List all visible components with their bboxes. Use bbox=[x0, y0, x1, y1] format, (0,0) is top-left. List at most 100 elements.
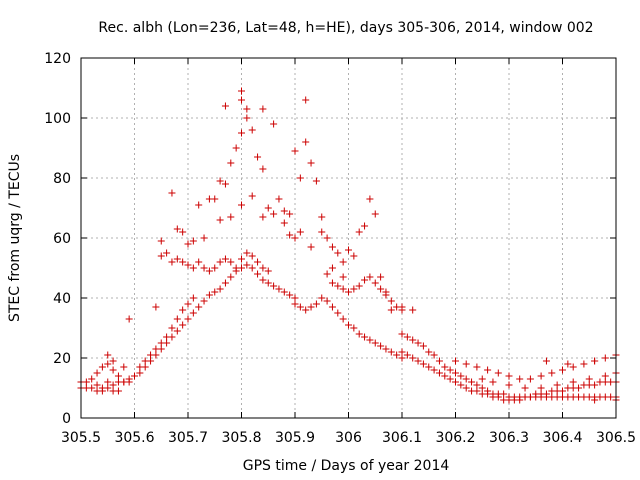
data-point bbox=[280, 288, 288, 296]
data-point bbox=[361, 333, 369, 341]
data-point bbox=[168, 324, 176, 332]
data-point bbox=[120, 363, 128, 371]
data-point bbox=[88, 375, 96, 383]
data-point bbox=[248, 192, 256, 200]
data-point bbox=[184, 315, 192, 323]
data-point bbox=[387, 297, 395, 305]
data-point bbox=[478, 375, 486, 383]
data-point bbox=[430, 351, 438, 359]
data-point bbox=[457, 372, 465, 380]
data-point bbox=[382, 288, 390, 296]
data-point bbox=[291, 294, 299, 302]
y-tick-label: 100 bbox=[44, 111, 71, 127]
data-point bbox=[446, 375, 454, 383]
data-point bbox=[318, 294, 326, 302]
data-point bbox=[409, 354, 417, 362]
data-point bbox=[280, 219, 288, 227]
data-point bbox=[516, 396, 524, 404]
data-point bbox=[366, 195, 374, 203]
data-point bbox=[334, 309, 342, 317]
data-point bbox=[125, 375, 133, 383]
data-point bbox=[125, 315, 133, 323]
data-point bbox=[296, 228, 304, 236]
x-tick-label: 305.6 bbox=[114, 430, 154, 446]
data-point bbox=[462, 384, 470, 392]
data-point bbox=[345, 288, 352, 296]
data-point bbox=[227, 159, 235, 167]
data-point bbox=[473, 381, 481, 389]
data-point bbox=[398, 348, 406, 356]
data-point bbox=[184, 300, 192, 308]
data-point bbox=[163, 249, 171, 257]
data-point bbox=[291, 234, 299, 242]
data-point bbox=[526, 393, 534, 401]
data-point bbox=[409, 336, 417, 344]
data-point bbox=[302, 306, 310, 314]
data-point bbox=[457, 381, 465, 389]
data-point bbox=[243, 114, 251, 122]
x-tick-label: 306.3 bbox=[489, 430, 529, 446]
data-point bbox=[441, 363, 449, 371]
data-point bbox=[414, 357, 422, 365]
y-tick-label: 80 bbox=[53, 171, 71, 187]
data-point bbox=[537, 384, 545, 392]
data-point bbox=[296, 303, 304, 311]
data-point bbox=[195, 303, 203, 311]
data-point bbox=[489, 378, 497, 386]
data-point bbox=[312, 300, 320, 308]
data-point bbox=[152, 303, 160, 311]
data-point bbox=[216, 258, 224, 266]
data-point bbox=[98, 363, 106, 371]
y-tick-label: 0 bbox=[62, 411, 71, 427]
data-point bbox=[189, 294, 197, 302]
data-point bbox=[339, 273, 347, 281]
data-point bbox=[446, 366, 454, 374]
data-point bbox=[462, 360, 470, 368]
data-point bbox=[248, 126, 256, 134]
x-tick-label: 306.5 bbox=[596, 430, 636, 446]
data-point bbox=[227, 213, 235, 221]
data-point bbox=[435, 369, 443, 377]
data-point bbox=[334, 249, 342, 257]
data-point bbox=[109, 381, 117, 389]
data-point bbox=[157, 237, 165, 245]
data-point bbox=[452, 378, 459, 386]
data-point bbox=[216, 285, 224, 293]
data-point bbox=[141, 363, 149, 371]
data-point bbox=[569, 363, 577, 371]
data-point bbox=[286, 210, 294, 218]
data-point bbox=[425, 363, 433, 371]
data-point bbox=[601, 354, 609, 362]
data-point bbox=[270, 120, 278, 128]
x-tick-label: 306.1 bbox=[382, 430, 422, 446]
data-point bbox=[227, 273, 235, 281]
data-point bbox=[601, 372, 609, 380]
data-point bbox=[419, 342, 427, 350]
data-point bbox=[403, 351, 411, 359]
data-point bbox=[548, 369, 556, 377]
data-point bbox=[521, 384, 529, 392]
data-point bbox=[318, 213, 326, 221]
data-point bbox=[179, 258, 187, 266]
data-point bbox=[505, 372, 513, 380]
data-point bbox=[168, 189, 176, 197]
x-tick-label: 305.9 bbox=[275, 430, 315, 446]
data-point bbox=[387, 348, 395, 356]
data-point bbox=[200, 234, 208, 242]
data-point bbox=[243, 261, 251, 269]
data-point bbox=[542, 390, 550, 398]
data-point bbox=[216, 177, 224, 185]
data-point bbox=[104, 351, 112, 359]
data-point bbox=[452, 369, 459, 377]
data-point bbox=[157, 345, 165, 353]
data-point bbox=[216, 216, 224, 224]
y-tick-labels: 0 20 40 60 80 100 120 bbox=[44, 51, 71, 427]
data-point bbox=[275, 285, 283, 293]
data-point bbox=[254, 270, 262, 278]
data-point bbox=[382, 345, 390, 353]
data-point bbox=[355, 282, 363, 290]
data-point bbox=[221, 279, 229, 287]
data-point bbox=[114, 372, 122, 380]
data-point bbox=[345, 321, 352, 329]
data-point bbox=[553, 381, 561, 389]
